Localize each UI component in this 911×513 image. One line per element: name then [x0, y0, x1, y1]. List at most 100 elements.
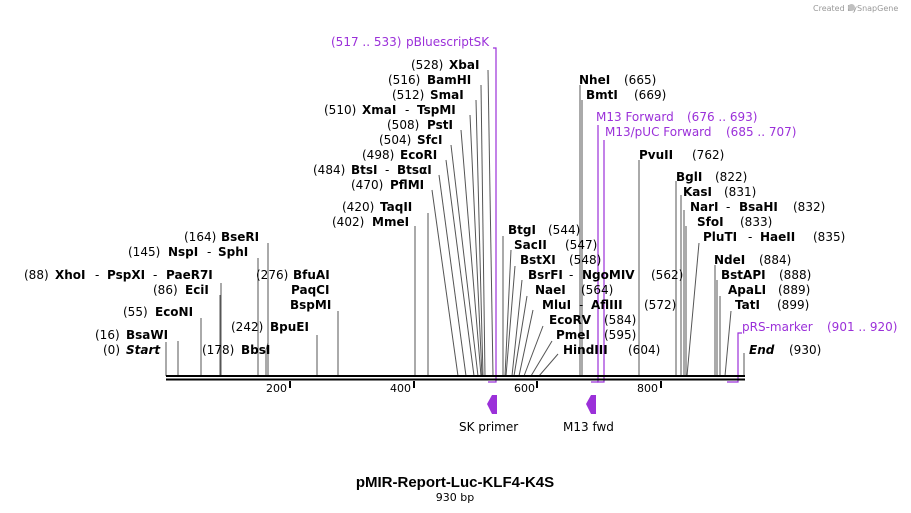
- label-hindiii[interactable]: HindIII: [563, 343, 608, 357]
- credit-text: Created by: [813, 4, 857, 13]
- label-xbai[interactable]: XbaI: [449, 58, 479, 72]
- label-naei[interactable]: NaeI: [535, 283, 566, 297]
- label-sfci[interactable]: SfcI: [417, 133, 442, 147]
- label-sacii[interactable]: SacII: [514, 238, 547, 252]
- label-xhoi-pos: (88): [24, 268, 49, 282]
- label-bseri[interactable]: BseRI: [221, 230, 259, 244]
- label-tati[interactable]: TatI: [735, 298, 760, 312]
- m13-fwd-primer-arrow-icon[interactable]: [586, 395, 596, 414]
- label-bmti[interactable]: BmtI: [586, 88, 618, 102]
- label-pluti[interactable]: PluTI: [703, 230, 737, 244]
- feature-m13puc[interactable]: M13/pUC Forward: [605, 125, 712, 139]
- feature-prsmarker[interactable]: pRS-marker: [742, 320, 813, 334]
- separator-dash: -: [569, 268, 573, 282]
- label-bstapi-pos: (888): [779, 268, 811, 282]
- label-sfci-pos: (504): [379, 133, 411, 147]
- label-bsrfi[interactable]: BsrFI: [528, 268, 563, 282]
- label-bseri-pos: (164): [184, 230, 216, 244]
- label-taqii-pos: (420): [342, 200, 374, 214]
- feature-pbluescriptsk[interactable]: pBluescriptSK: [406, 35, 490, 49]
- tick-label-600: 600: [514, 382, 535, 395]
- label-xbai-pos: (528): [411, 58, 443, 72]
- primer-label-sk: SK primer: [459, 420, 518, 434]
- label-haeii[interactable]: HaeII: [760, 230, 795, 244]
- label-pmei-pos: (595): [604, 328, 636, 342]
- label-bbsi[interactable]: BbsI: [241, 343, 270, 357]
- label-psti[interactable]: PstI: [427, 118, 453, 132]
- label-ecori[interactable]: EcoRI: [400, 148, 437, 162]
- feature-prsmarker-range: (901 .. 920): [827, 320, 897, 334]
- label-bamhi[interactable]: BamHI: [427, 73, 471, 87]
- label-nspi[interactable]: NspI: [168, 245, 198, 259]
- label-nari[interactable]: NarI: [690, 200, 719, 214]
- label-bsrfi-pos: (562): [651, 268, 683, 282]
- primer-label-m13: M13 fwd: [563, 420, 614, 434]
- label-afliii[interactable]: AflIII: [591, 298, 623, 312]
- label-bpuei-pos: (242): [231, 320, 263, 334]
- label-ecii[interactable]: EciI: [185, 283, 209, 297]
- label-bgli-pos: (822): [715, 170, 747, 184]
- label-nhei[interactable]: NheI: [579, 73, 610, 87]
- label-bstapi[interactable]: BstAPI: [721, 268, 766, 282]
- leader-btsi: [438, 174, 467, 377]
- label-xmai[interactable]: XmaI: [362, 103, 396, 117]
- label-mlui[interactable]: MluI: [542, 298, 571, 312]
- label-pflmi[interactable]: PflMI: [390, 178, 424, 192]
- label-tspmi[interactable]: TspMI: [417, 103, 456, 117]
- label-bgli[interactable]: BglI: [676, 170, 702, 184]
- label-bfuai[interactable]: BfuAI: [293, 268, 330, 282]
- label-bspmi[interactable]: BspMI: [290, 298, 331, 312]
- label-btgi-pos: (544): [548, 223, 580, 237]
- label-btsi-pos: (484): [313, 163, 345, 177]
- label-ecorv[interactable]: EcoRV: [549, 313, 592, 327]
- tick-label-400: 400: [390, 382, 411, 395]
- label-paqci[interactable]: PaqCI: [291, 283, 329, 297]
- leader-tati: [724, 310, 732, 377]
- label-sphi[interactable]: SphI: [218, 245, 248, 259]
- label-pvuii[interactable]: PvuII: [639, 148, 673, 162]
- label-econi[interactable]: EcoNI: [155, 305, 193, 319]
- leader-psti: [460, 129, 482, 377]
- label-ecori-pos: (498): [362, 148, 394, 162]
- label-smai[interactable]: SmaI: [430, 88, 464, 102]
- label-bmti-pos: (669): [634, 88, 666, 102]
- label-bstxi[interactable]: BstXI: [520, 253, 556, 267]
- label-xhoi[interactable]: XhoI: [55, 268, 86, 282]
- feature-leader-prsmarker: [727, 332, 742, 383]
- leader-smai: [475, 99, 484, 377]
- label-btsalphai[interactable]: BtsαI: [397, 163, 432, 177]
- label-bsahi[interactable]: BsaHI: [739, 200, 778, 214]
- label-pmei[interactable]: PmeI: [556, 328, 590, 342]
- label-taqii[interactable]: TaqII: [380, 200, 412, 214]
- leader-bstxi: [505, 265, 516, 377]
- label-bpuei[interactable]: BpuEI: [270, 320, 309, 334]
- label-btsi[interactable]: BtsI: [351, 163, 378, 177]
- label-kasi[interactable]: KasI: [683, 185, 712, 199]
- label-btgi[interactable]: BtgI: [508, 223, 536, 237]
- label-bsawi[interactable]: BsaWI: [126, 328, 168, 342]
- label-mmei[interactable]: MmeI: [372, 215, 409, 229]
- leader-pluti: [686, 242, 700, 377]
- label-start: Start: [126, 343, 161, 357]
- label-paer7i[interactable]: PaeR7I: [166, 268, 213, 282]
- label-kasi-pos: (831): [724, 185, 756, 199]
- tick-label-800: 800: [637, 382, 658, 395]
- label-mlui-pos: (572): [644, 298, 676, 312]
- label-apali[interactable]: ApaLI: [728, 283, 766, 297]
- label-econi-pos: (55): [123, 305, 148, 319]
- sk-primer-arrow-icon[interactable]: [487, 395, 497, 414]
- feature-m13fwd-range: (676 .. 693): [687, 110, 757, 124]
- separator-dash: -: [405, 103, 409, 117]
- label-ndei[interactable]: NdeI: [714, 253, 745, 267]
- label-end: End: [749, 343, 775, 357]
- label-bstxi-pos: (548): [569, 253, 601, 267]
- feature-m13fwd[interactable]: M13 Forward: [596, 110, 674, 124]
- separator-dash: -: [726, 200, 730, 214]
- label-pspxi[interactable]: PspXI: [107, 268, 145, 282]
- separator-dash: -: [579, 298, 583, 312]
- label-sfoi[interactable]: SfoI: [697, 215, 724, 229]
- feature-pbluescriptsk-range: (517 .. 533): [331, 35, 401, 49]
- leader-bsrfi: [511, 279, 523, 377]
- label-ngomiv[interactable]: NgoMIV: [582, 268, 635, 282]
